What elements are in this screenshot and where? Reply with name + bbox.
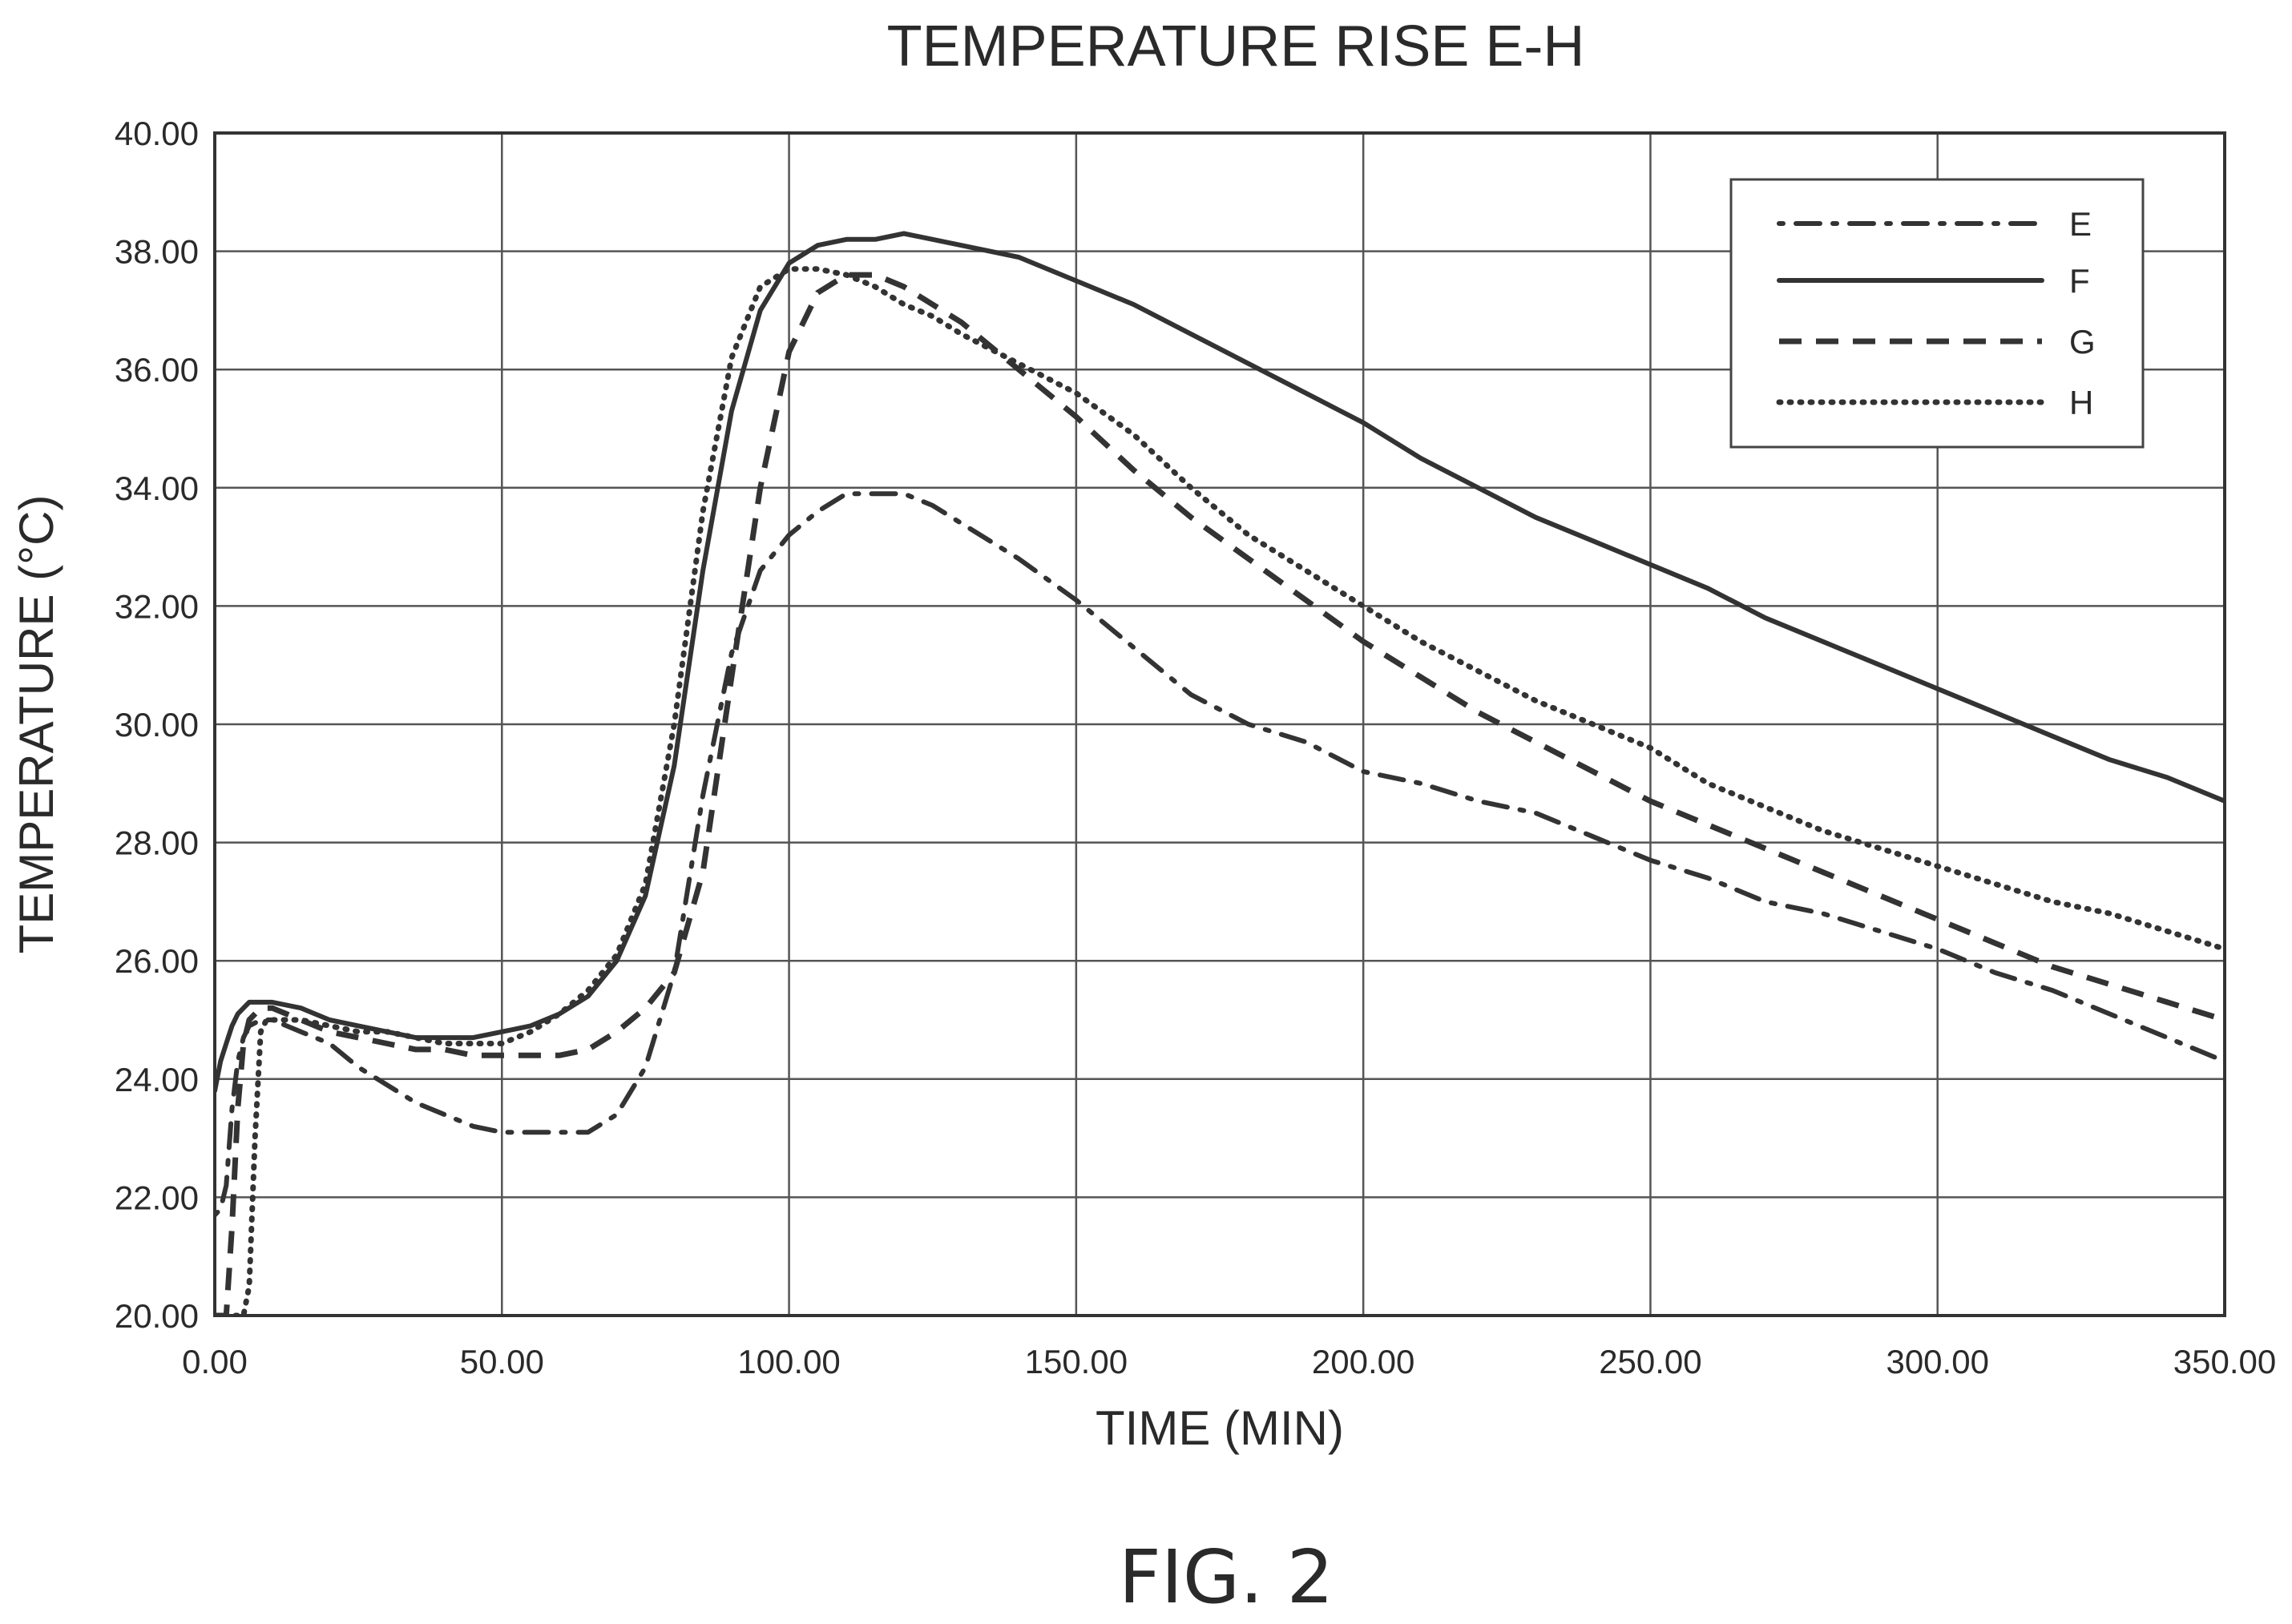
y-tick-label: 26.00 — [115, 942, 199, 980]
legend-label-e: E — [2069, 205, 2092, 243]
series-lines — [215, 231, 2225, 1316]
x-tick-label: 250.00 — [1599, 1343, 1701, 1380]
figure-label: FIG. 2 — [1119, 1534, 1334, 1620]
y-tick-label: 22.00 — [115, 1179, 199, 1216]
legend-label-h: H — [2069, 384, 2093, 421]
legend-label-f: F — [2069, 262, 2090, 300]
y-tick-label: 36.00 — [115, 351, 199, 389]
y-tick-label: 24.00 — [115, 1061, 199, 1098]
series-line-f — [215, 231, 2225, 1094]
chart-title: TEMPERATURE RISE E-H — [887, 14, 1585, 79]
legend-label-g: G — [2069, 323, 2096, 361]
x-tick-label: 50.00 — [460, 1343, 544, 1380]
x-tick-label: 200.00 — [1312, 1343, 1414, 1380]
y-tick-label: 30.00 — [115, 706, 199, 743]
x-tick-label: 350.00 — [2173, 1343, 2276, 1380]
x-axis-ticks: 0.00 50.00 100.00 150.00 200.00 250.00 300.00 3… — [182, 1343, 2276, 1380]
y-tick-label: 40.00 — [115, 115, 199, 152]
x-tick-label: 150.00 — [1025, 1343, 1128, 1380]
y-tick-label: 32.00 — [115, 587, 199, 625]
plot-area — [213, 131, 2226, 1317]
y-tick-label: 34.00 — [115, 469, 199, 507]
series-line-e — [215, 491, 2225, 1218]
x-tick-label: 300.00 — [1886, 1343, 1988, 1380]
series-line-h — [215, 266, 2225, 1316]
x-tick-label: 0.00 — [182, 1343, 248, 1380]
x-tick-label: 100.00 — [737, 1343, 840, 1380]
y-tick-label: 20.00 — [115, 1297, 199, 1335]
x-axis-label: TIME (MIN) — [1096, 1401, 1344, 1455]
grid — [213, 131, 2226, 1317]
y-tick-label: 38.00 — [115, 233, 199, 271]
series-line-g — [215, 272, 2225, 1316]
y-axis-label: TEMPERATURE (°C) — [10, 495, 63, 954]
y-axis-ticks: 20.00 22.00 24.00 26.00 28.00 30.00 32.00 34.00… — [115, 115, 199, 1335]
y-tick-label: 28.00 — [115, 824, 199, 862]
